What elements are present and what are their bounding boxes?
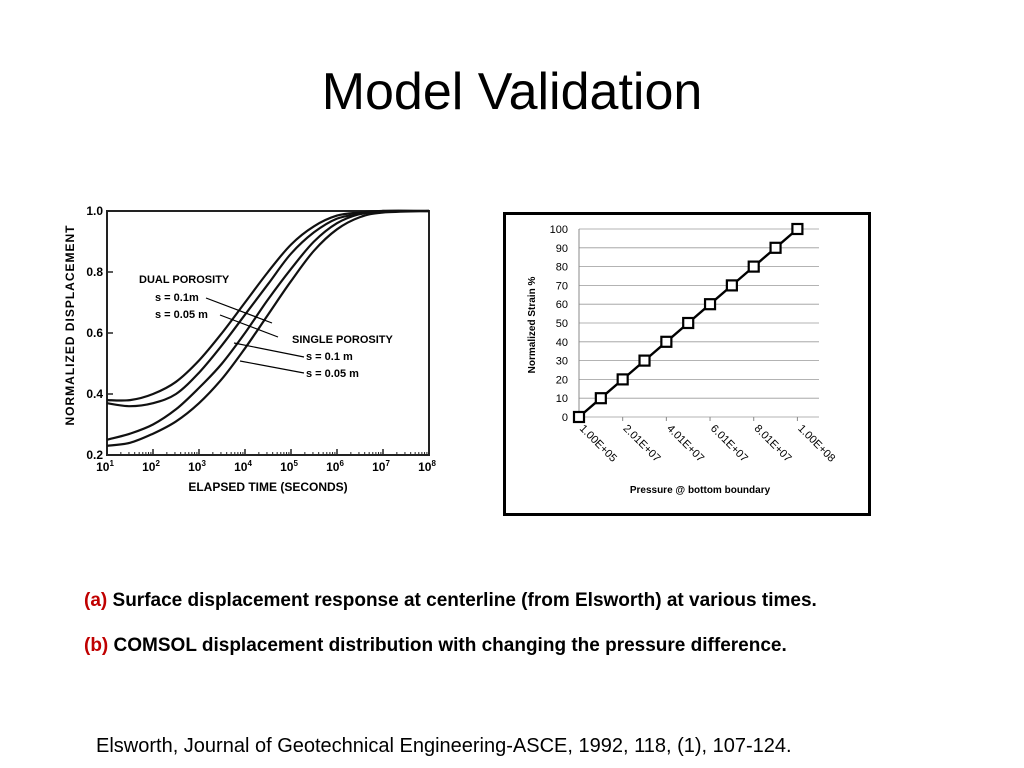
annotation-single-porosity: SINGLE POROSITY [292,334,394,346]
x-tick-label: 105 [280,459,298,474]
axes-group: 0.2 0.4 0.6 0.8 1.0 101 102 103 104 105 106 107 108 [86,204,436,474]
x-axis-label: Pressure @ bottom boundary [630,485,771,496]
x-tick-label: 101 [96,459,114,474]
y-tick-label: 40 [556,337,568,349]
y-tick-label: 90 [556,243,568,255]
y-tick-label: 20 [556,374,568,386]
annotation-dual-s005: s = 0.05 m [155,309,208,321]
data-marker [638,354,651,367]
figure-a-svg: NORMALIZED DISPLACEMENT ELAPSED TIME (SE… [63,204,436,494]
x-tick-label: 6.01E+07 [708,423,750,465]
figure-b-comsol-chart: Normalized Strain % Pressure @ bottom bo… [503,212,871,516]
y-tick-label: 1.0 [86,205,103,218]
y-tick-label: 60 [556,299,568,311]
y-tick-label: 0.8 [86,265,103,279]
series-line-group [572,222,804,424]
data-marker [660,335,673,348]
x-tick-label: 104 [234,459,252,474]
y-tick-label: 50 [556,318,568,330]
leader-line [219,314,279,338]
caption-b-tag: (b) [84,635,109,656]
y-tick-label: 30 [556,356,568,368]
data-marker [703,298,717,311]
data-marker [682,316,695,330]
annotation-dual-porosity: DUAL POROSITY [139,274,230,286]
x-tick-label: 103 [188,459,206,474]
y-tick-label: 0.6 [86,326,103,340]
x-tick-label: 1.00E+08 [795,423,837,465]
x-tick-label: 102 [142,459,160,474]
y-axis-label: NORMALIZED DISPLACEMENT [63,225,77,426]
caption-b-text: COMSOL displacement distribution with ch… [113,635,787,656]
y-tick-label: 0 [562,412,568,424]
x-tick-label: 4.01E+07 [664,423,706,465]
caption-b: (b) COMSOL displacement distribution wit… [84,635,787,657]
y-tick-label: 0.4 [86,387,103,401]
grid-group: 0 10 20 30 40 50 60 70 80 90 100 1.00E+05 2.01E+07 4.… [550,224,838,465]
x-axis-label: ELAPSED TIME (SECONDS) [188,480,347,494]
annotation-dual-s01: s = 0.1m [155,292,199,304]
x-tick-label: 106 [326,459,344,474]
series-curve-4 [106,209,430,447]
y-tick-label: 10 [556,393,568,405]
data-marker [572,410,586,424]
x-tick-label: 8.01E+07 [752,423,794,465]
slide-title: Model Validation [321,63,703,121]
curves-group [106,209,430,447]
data-marker [747,260,760,273]
caption-a-text: Surface displacement response at centerl… [112,590,817,611]
y-tick-label: 100 [550,224,568,236]
data-marker [725,279,738,292]
data-marker [769,241,782,254]
annotation-single-s01: s = 0.1 m [306,351,353,363]
data-marker [616,373,629,386]
y-tick-label: 70 [556,280,568,292]
leader-line [205,297,273,324]
annotation-single-s005: s = 0.05 m [306,368,359,380]
series-curve-1 [106,209,430,402]
data-marker [594,392,607,405]
data-marker [791,222,804,236]
x-tick-label: 2.01E+07 [621,423,663,465]
y-tick-label: 80 [556,262,568,274]
figure-a-elsworth-chart: NORMALIZED DISPLACEMENT ELAPSED TIME (SE… [60,204,460,505]
x-tick-label: 107 [372,459,390,474]
x-tick-label: 1.00E+05 [577,423,619,465]
reference-citation: Elsworth, Journal of Geotechnical Engine… [96,735,792,757]
y-tick-label: 0.2 [86,448,103,462]
leader-line [233,342,305,358]
y-axis-label: Normalized Strain % [527,277,538,374]
leader-line [239,360,305,374]
x-tick-label: 108 [418,459,436,474]
caption-a-tag: (a) [84,590,108,611]
figure-b-svg: Normalized Strain % Pressure @ bottom bo… [527,222,838,496]
series-curve-3 [106,209,430,441]
caption-a: (a) Surface displacement response at cen… [84,590,817,612]
